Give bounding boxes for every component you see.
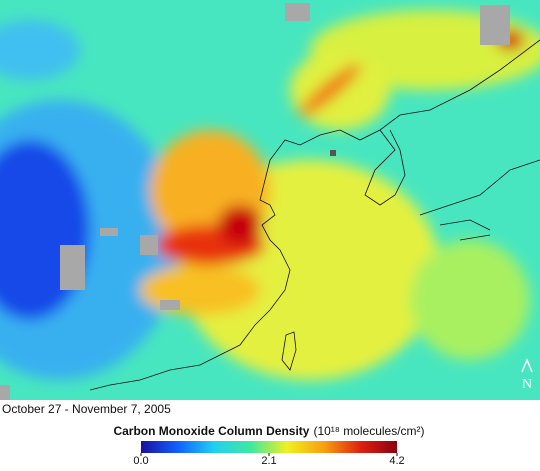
colorbar-unit: (10¹⁸ molecules/cm²) [313, 424, 424, 438]
map: N [0, 0, 540, 400]
no-data [0, 3, 510, 400]
north-arrow-head [521, 358, 533, 373]
no-data-patch [480, 5, 510, 45]
colorbar-tick-label: 0.0 [133, 455, 148, 466]
north-arrow: N [521, 358, 533, 392]
coastline [364, 129, 406, 206]
peak-region [218, 205, 262, 245]
colorbar-title: Carbon Monoxide Column Density (10¹⁸ mole… [113, 424, 424, 438]
colorbar-tick-label: 4.2 [389, 455, 404, 466]
no-data-patch [140, 235, 158, 255]
coastlines [89, 39, 540, 391]
no-data-patch [160, 300, 180, 310]
north-label: N [522, 377, 532, 392]
mid-region [410, 240, 530, 360]
island [281, 331, 297, 371]
high-region [140, 265, 260, 315]
no-data-patch [100, 228, 118, 236]
no-data-patch [0, 385, 10, 400]
high-region [298, 63, 362, 117]
low-region [0, 20, 80, 80]
coastline [89, 39, 540, 391]
caption: October 27 - November 7, 2005 [2, 402, 171, 416]
no-data-patch [330, 150, 336, 156]
no-data-patch [60, 245, 85, 290]
coastline [419, 159, 540, 241]
colorbar [141, 441, 397, 453]
no-data-patch [285, 3, 310, 21]
colorbar-name: Carbon Monoxide Column Density [113, 424, 309, 438]
colorbar-tick-label: 2.1 [261, 455, 276, 466]
